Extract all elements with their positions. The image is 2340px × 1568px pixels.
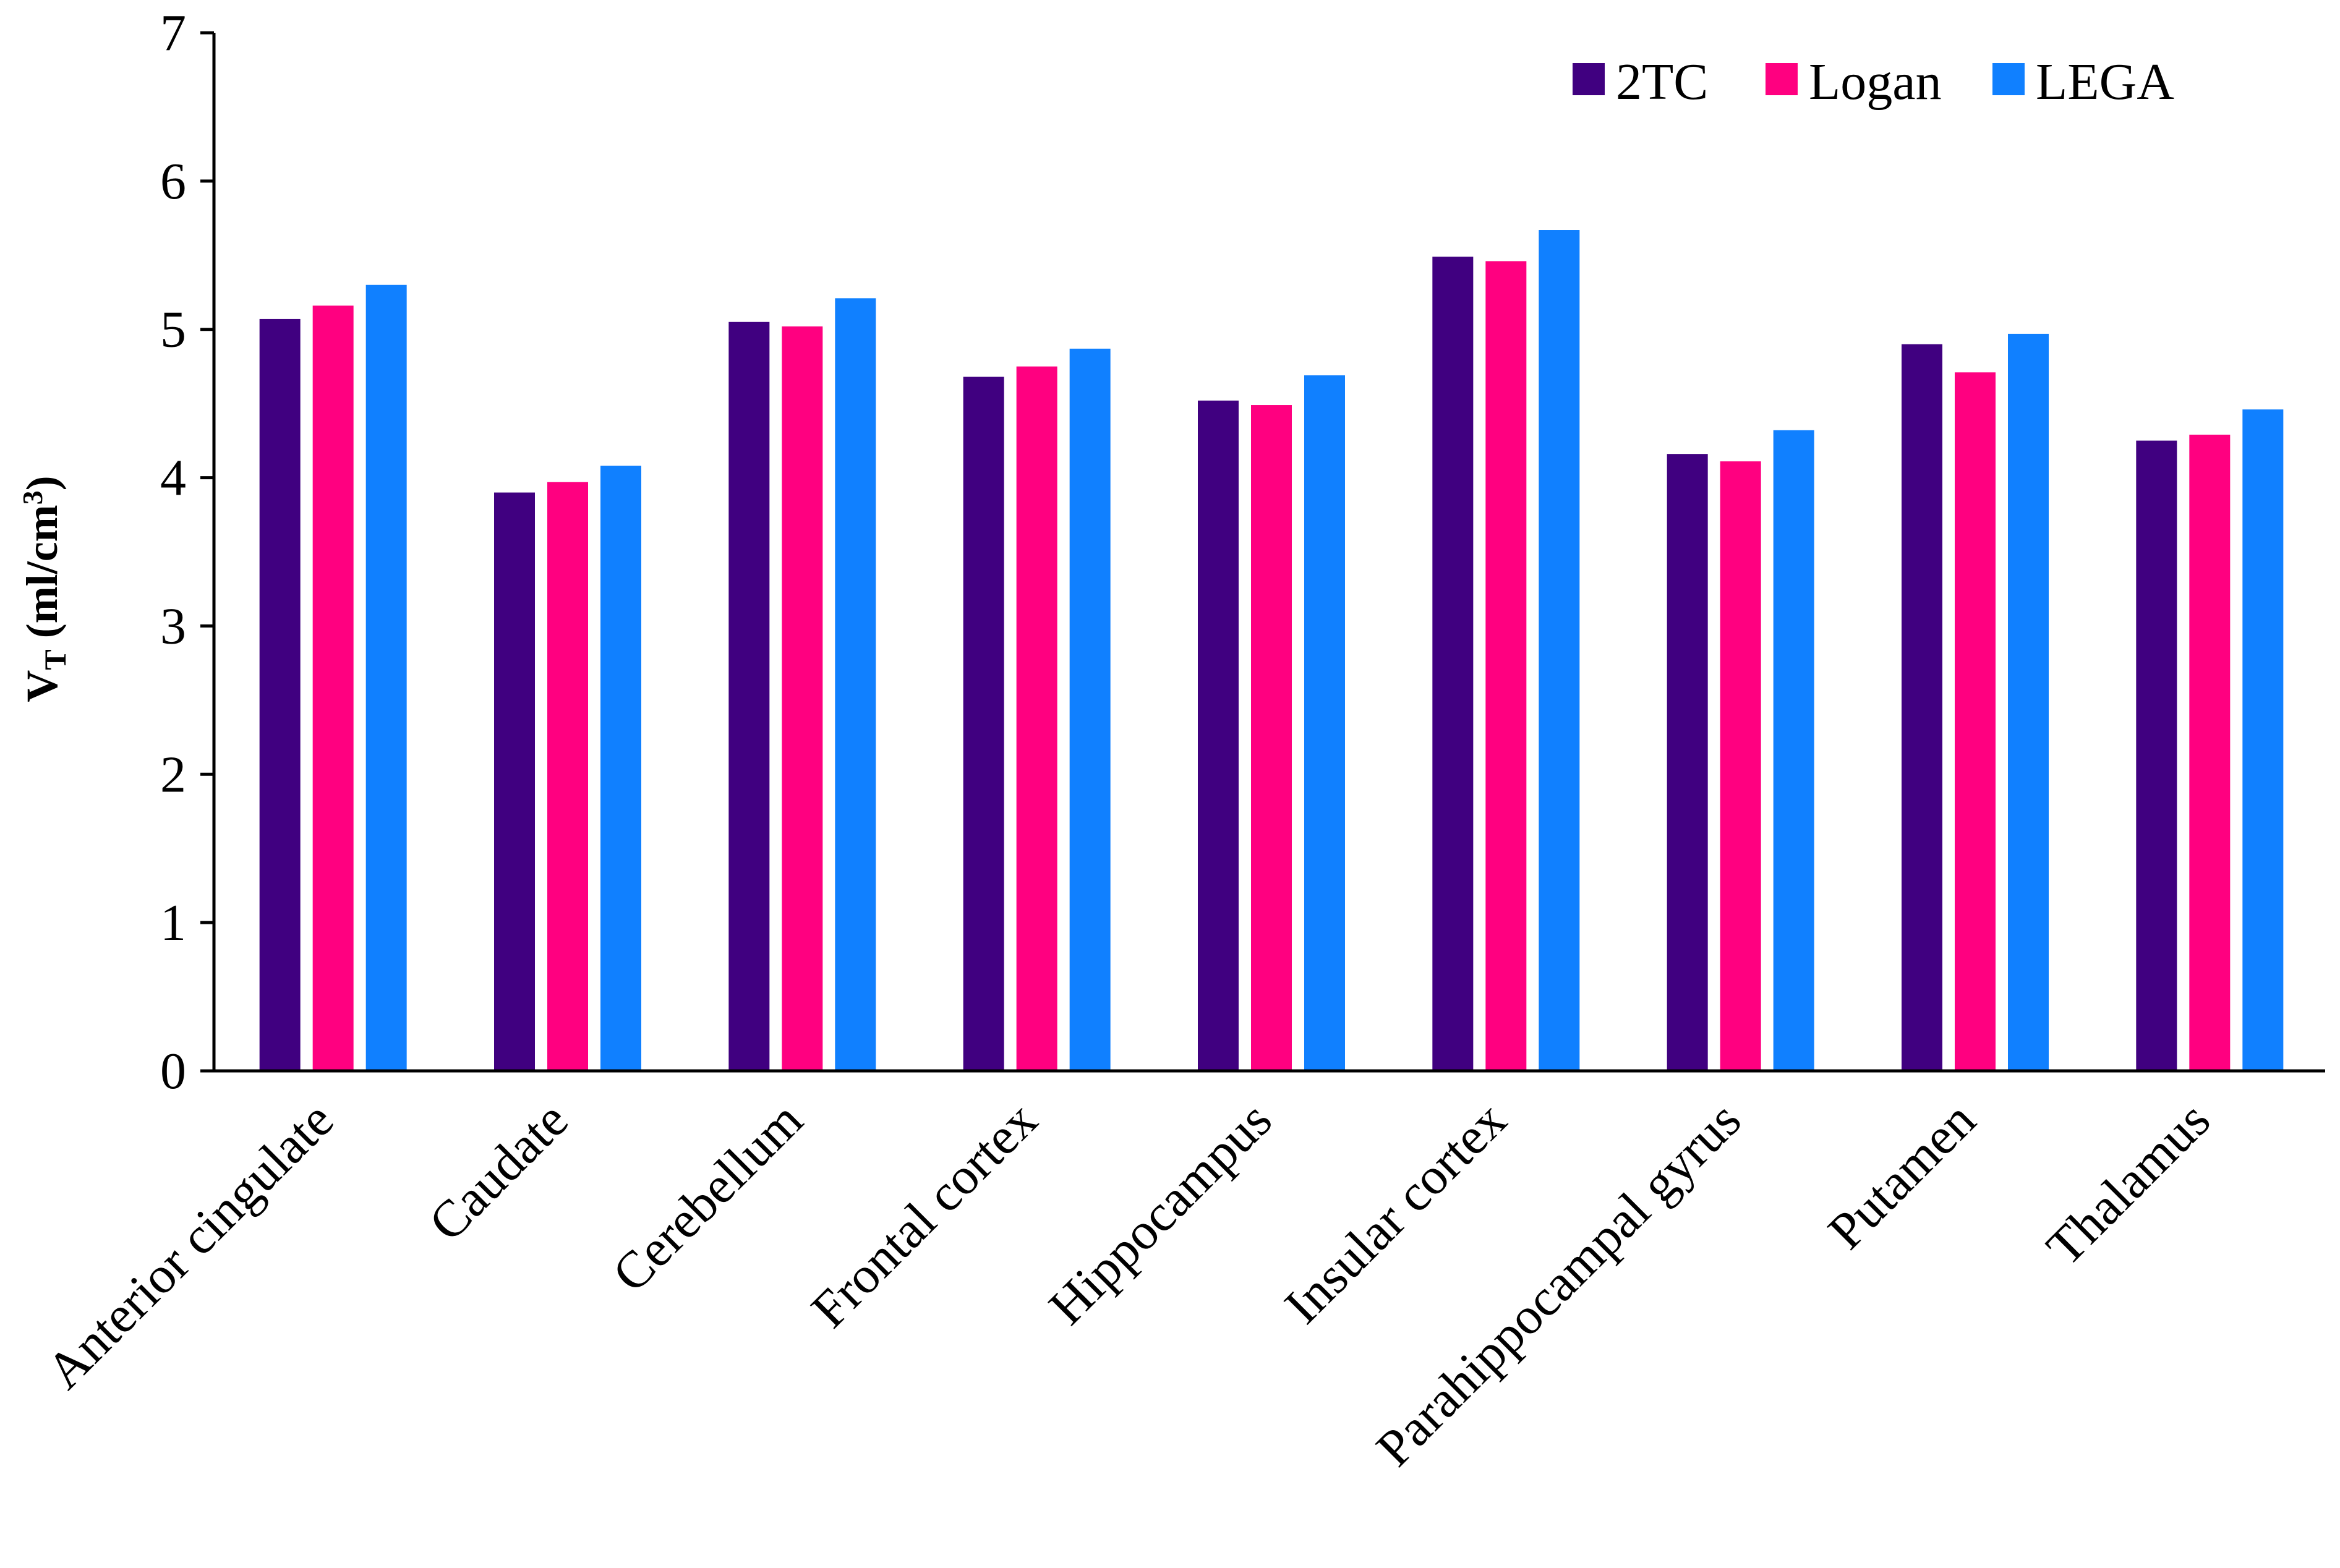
bar-2tc-putamen [1902,344,1942,1072]
bar-2tc-insular-cortex [1432,257,1474,1071]
bar-lega-frontal-cortex [1069,348,1111,1071]
y-axis-label-superscript: 3 [17,490,48,505]
bar-lega-hippocampus [1304,375,1345,1071]
y-tick-label: 3 [160,597,186,655]
legend-label-logan: Logan [1809,53,1942,111]
y-axis-label-subscript: T [38,649,72,670]
y-axis-label-units-open: (ml/cm [17,505,67,649]
y-tick-label: 1 [160,894,186,952]
legend-label-lega: LEGA [2036,53,2174,111]
legend-swatch-logan [1766,63,1798,95]
y-axis-label-units-close: ) [17,475,67,490]
x-category-label: Anterior cingulate [36,1091,345,1400]
bar-lega-parahippocampal-gyrus [1773,430,1814,1071]
bar-lega-putamen [2008,333,2049,1072]
y-axis-label-main: V [17,670,67,702]
bar-2tc-caudate [494,492,535,1071]
bar-lega-thalamus [2242,409,2284,1072]
y-tick-label: 6 [160,153,186,210]
x-category-label: Hippocampus [1038,1091,1283,1336]
bar-logan-hippocampus [1251,405,1292,1071]
legend-label-2tc: 2TC [1616,53,1708,111]
bar-lega-cerebellum [835,298,876,1072]
bar-logan-thalamus [2189,435,2231,1071]
y-tick-label: 4 [160,450,186,507]
bar-2tc-cerebellum [728,322,770,1071]
bar-logan-cerebellum [782,326,823,1071]
y-tick-label: 2 [160,746,186,803]
bar-lega-insular-cortex [1539,230,1580,1071]
bar-logan-putamen [1955,372,1996,1071]
y-axis-label: VT (ml/cm3) [17,475,72,702]
y-tick-label: 0 [160,1042,186,1100]
bar-logan-frontal-cortex [1016,366,1057,1071]
x-axis-category-labels: Anterior cingulate Caudate CerebellumFront… [36,1091,2221,1478]
y-tick-label: 5 [160,301,186,359]
x-category-label: Insular cortex [1274,1091,1518,1335]
x-category-label: Caudate [418,1091,579,1252]
x-category-label: Frontal cortex [801,1091,1049,1339]
bar-2tc-frontal-cortex [963,377,1004,1072]
bar-lega-anterior-cingulate [365,284,407,1072]
bar-logan-insular-cortex [1485,261,1527,1071]
legend-swatch-2tc [1573,63,1605,95]
bar-2tc-parahippocampal-gyrus [1667,454,1708,1071]
bar-logan-anterior-cingulate [312,305,354,1071]
bar-2tc-thalamus [2136,440,2177,1071]
y-axis-ticks: 0 1 2 3 4 5 6 7 [160,4,214,1100]
x-category-label: Thalamus [2036,1091,2221,1277]
bar-logan-parahippocampal-gyrus [1720,461,1761,1071]
bar-logan-caudate [547,482,588,1071]
bar-2tc-hippocampus [1198,400,1239,1071]
x-category-label: Cerebellum [602,1091,814,1303]
bars-group [259,230,2284,1072]
bar-lega-caudate [600,466,641,1071]
x-category-label: Putamen [1817,1091,1987,1261]
y-tick-label: 7 [160,4,186,62]
legend: 2TC Logan LEGA [1573,53,2174,111]
legend-swatch-lega [1992,63,2025,95]
bar-2tc-anterior-cingulate [259,318,301,1071]
